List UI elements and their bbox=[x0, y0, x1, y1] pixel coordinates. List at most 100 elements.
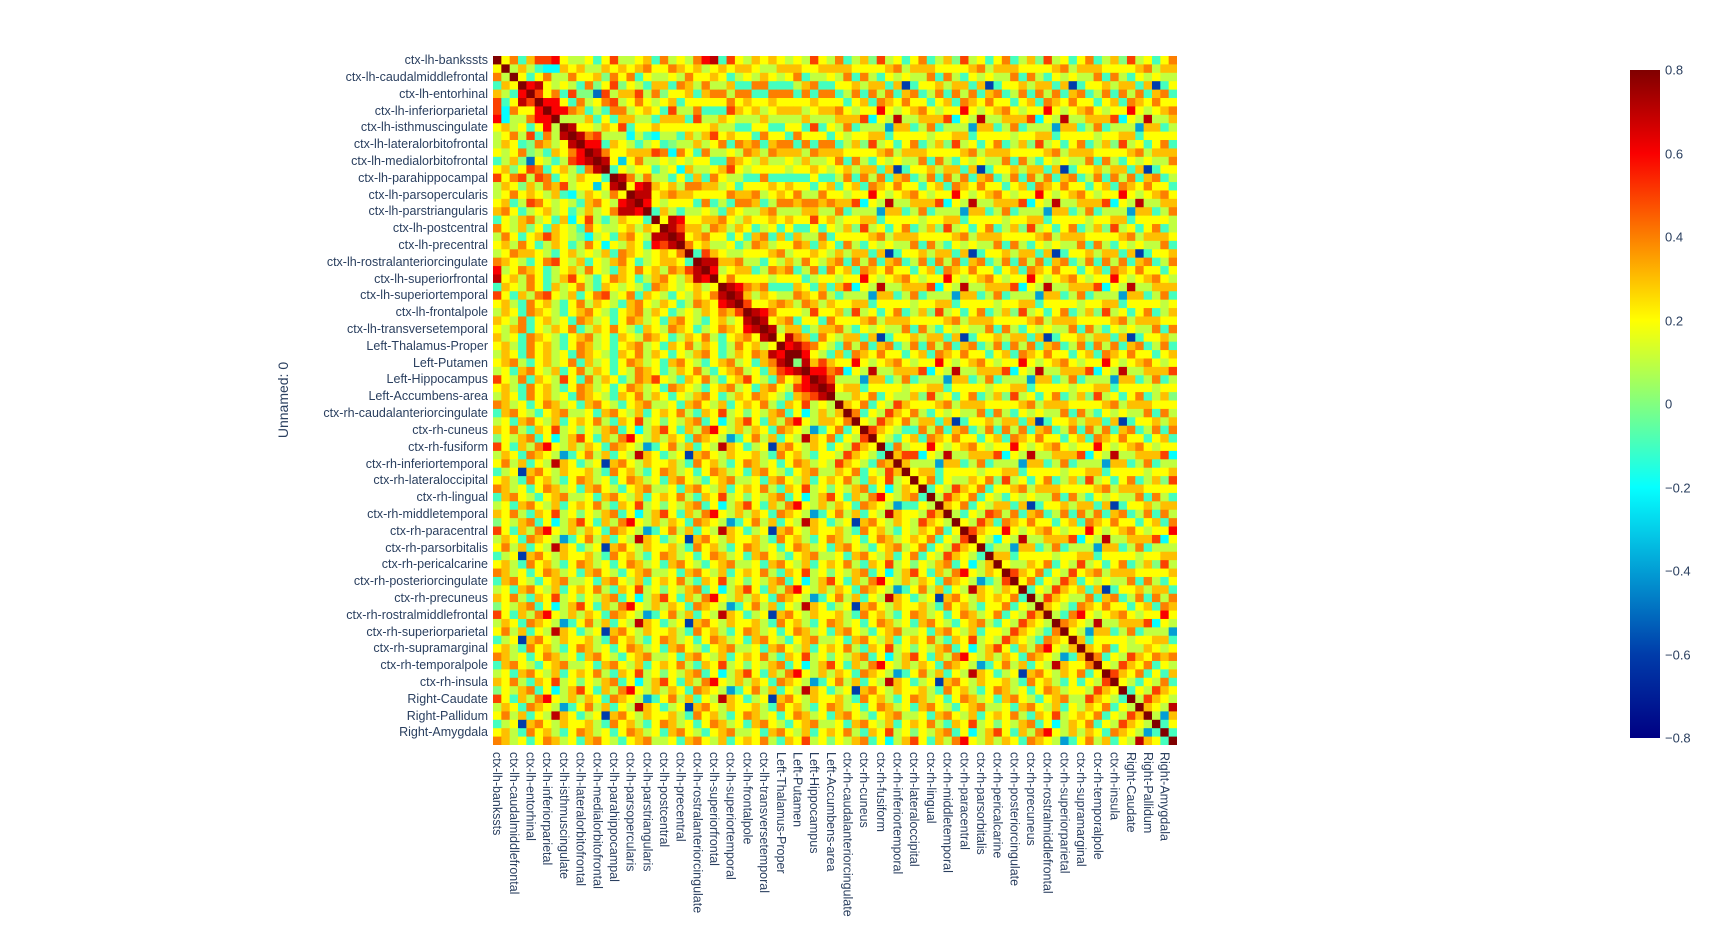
heatmap-cell[interactable] bbox=[668, 98, 678, 107]
heatmap-cell[interactable] bbox=[1110, 198, 1120, 208]
heatmap-cell[interactable] bbox=[1101, 534, 1111, 544]
heatmap-cell[interactable] bbox=[1026, 64, 1036, 74]
heatmap-cell[interactable] bbox=[1085, 207, 1095, 217]
heatmap-cell[interactable] bbox=[876, 182, 886, 191]
heatmap-cell[interactable] bbox=[1051, 215, 1061, 225]
heatmap-cell[interactable] bbox=[1118, 156, 1128, 166]
heatmap-cell[interactable] bbox=[851, 56, 861, 65]
heatmap-cell[interactable] bbox=[543, 190, 552, 200]
heatmap-cell[interactable] bbox=[509, 450, 519, 460]
heatmap-cell[interactable] bbox=[1010, 165, 1020, 175]
heatmap-cell[interactable] bbox=[860, 518, 869, 528]
heatmap-cell[interactable] bbox=[1076, 484, 1086, 494]
heatmap-cell[interactable] bbox=[910, 459, 919, 469]
heatmap-cell[interactable] bbox=[543, 232, 552, 242]
heatmap-cell[interactable] bbox=[1001, 190, 1011, 200]
heatmap-cell[interactable] bbox=[1010, 492, 1020, 502]
heatmap-cell[interactable] bbox=[793, 408, 803, 418]
heatmap-cell[interactable] bbox=[1151, 408, 1161, 418]
heatmap-cell[interactable] bbox=[768, 434, 778, 444]
heatmap-cell[interactable] bbox=[868, 56, 878, 65]
heatmap-cell[interactable] bbox=[493, 207, 502, 217]
heatmap-cell[interactable] bbox=[1026, 518, 1036, 528]
heatmap-cell[interactable] bbox=[568, 450, 577, 460]
heatmap-cell[interactable] bbox=[609, 148, 619, 158]
heatmap-cell[interactable] bbox=[835, 308, 844, 317]
heatmap-cell[interactable] bbox=[618, 383, 627, 393]
heatmap-cell[interactable] bbox=[1118, 358, 1128, 368]
heatmap-cell[interactable] bbox=[901, 560, 911, 570]
heatmap-cell[interactable] bbox=[626, 534, 636, 544]
heatmap-cell[interactable] bbox=[593, 266, 602, 275]
heatmap-cell[interactable] bbox=[526, 106, 536, 116]
heatmap-cell[interactable] bbox=[943, 417, 953, 427]
heatmap-cell[interactable] bbox=[568, 560, 577, 570]
heatmap-cell[interactable] bbox=[701, 274, 711, 284]
heatmap-cell[interactable] bbox=[559, 543, 569, 553]
heatmap-cell[interactable] bbox=[809, 98, 819, 107]
heatmap-cell[interactable] bbox=[526, 240, 536, 250]
heatmap-cell[interactable] bbox=[1085, 299, 1095, 309]
heatmap-cell[interactable] bbox=[576, 266, 586, 275]
heatmap-cell[interactable] bbox=[985, 518, 994, 528]
heatmap-cell[interactable] bbox=[851, 434, 861, 444]
heatmap-cell[interactable] bbox=[876, 173, 886, 183]
heatmap-cell[interactable] bbox=[493, 324, 502, 334]
heatmap-cell[interactable] bbox=[1018, 400, 1028, 410]
heatmap-cell[interactable] bbox=[643, 308, 652, 317]
heatmap-cell[interactable] bbox=[968, 291, 978, 301]
heatmap-cell[interactable] bbox=[1035, 551, 1045, 561]
heatmap-cell[interactable] bbox=[518, 89, 527, 99]
heatmap-cell[interactable] bbox=[1076, 526, 1086, 536]
heatmap-cell[interactable] bbox=[626, 140, 636, 149]
heatmap-cell[interactable] bbox=[759, 358, 769, 368]
heatmap-cell[interactable] bbox=[776, 350, 786, 359]
heatmap-cell[interactable] bbox=[634, 56, 644, 65]
heatmap-cell[interactable] bbox=[793, 165, 803, 175]
heatmap-cell[interactable] bbox=[1135, 509, 1145, 519]
heatmap-cell[interactable] bbox=[1035, 476, 1045, 486]
heatmap-cell[interactable] bbox=[1093, 190, 1103, 200]
heatmap-cell[interactable] bbox=[801, 425, 811, 435]
heatmap-cell[interactable] bbox=[1068, 526, 1078, 536]
heatmap-cell[interactable] bbox=[885, 333, 894, 343]
heatmap-cell[interactable] bbox=[776, 198, 786, 208]
heatmap-cell[interactable] bbox=[968, 324, 978, 334]
heatmap-cell[interactable] bbox=[1085, 501, 1095, 511]
heatmap-cell[interactable] bbox=[951, 114, 961, 124]
heatmap-cell[interactable] bbox=[1035, 131, 1045, 141]
heatmap-cell[interactable] bbox=[1101, 131, 1111, 141]
heatmap-cell[interactable] bbox=[1143, 232, 1153, 242]
heatmap-cell[interactable] bbox=[518, 417, 527, 427]
heatmap-cell[interactable] bbox=[1101, 324, 1111, 334]
heatmap-cell[interactable] bbox=[576, 442, 586, 452]
heatmap-cell[interactable] bbox=[1076, 182, 1086, 191]
heatmap-cell[interactable] bbox=[743, 350, 753, 359]
heatmap-cell[interactable] bbox=[910, 442, 919, 452]
heatmap-cell[interactable] bbox=[701, 257, 711, 267]
heatmap-cell[interactable] bbox=[951, 299, 961, 309]
heatmap-cell[interactable] bbox=[1101, 72, 1111, 82]
heatmap-cell[interactable] bbox=[718, 308, 728, 317]
heatmap-cell[interactable] bbox=[868, 375, 878, 385]
heatmap-cell[interactable] bbox=[709, 215, 719, 225]
heatmap-cell[interactable] bbox=[801, 383, 811, 393]
heatmap-cell[interactable] bbox=[768, 375, 778, 385]
heatmap-cell[interactable] bbox=[509, 165, 519, 175]
heatmap-cell[interactable] bbox=[901, 333, 911, 343]
heatmap-cell[interactable] bbox=[543, 56, 552, 65]
heatmap-cell[interactable] bbox=[1160, 215, 1170, 225]
heatmap-cell[interactable] bbox=[1101, 98, 1111, 107]
heatmap-cell[interactable] bbox=[759, 450, 769, 460]
heatmap-cell[interactable] bbox=[701, 551, 711, 561]
heatmap-cell[interactable] bbox=[1160, 392, 1170, 401]
heatmap-cell[interactable] bbox=[1110, 383, 1120, 393]
heatmap-cell[interactable] bbox=[918, 89, 928, 99]
heatmap-cell[interactable] bbox=[626, 240, 636, 250]
heatmap-cell[interactable] bbox=[901, 450, 911, 460]
heatmap-cell[interactable] bbox=[751, 408, 761, 418]
heatmap-cell[interactable] bbox=[1151, 501, 1161, 511]
heatmap-cell[interactable] bbox=[568, 534, 577, 544]
heatmap-cell[interactable] bbox=[960, 543, 969, 553]
heatmap-cell[interactable] bbox=[551, 106, 561, 116]
